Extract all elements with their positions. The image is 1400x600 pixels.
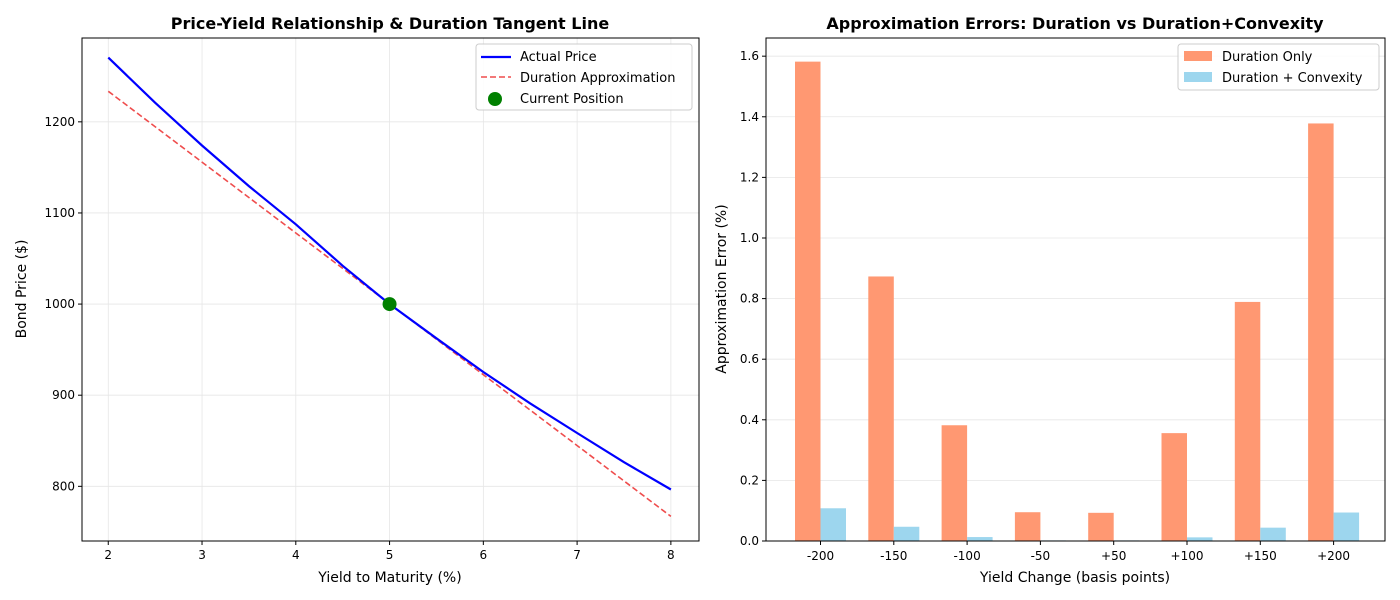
left-y-axis-label: Bond Price ($) [14, 240, 30, 339]
legend-label-actual-price: Actual Price [520, 50, 597, 65]
right-legend: Duration Only Duration + Convexity [1177, 43, 1380, 91]
right-y-tick-label: 1.0 [740, 231, 759, 245]
right-axes-frame [765, 37, 1386, 542]
right-plot-area [766, 38, 1385, 541]
left-y-tick-label: 800 [52, 479, 75, 493]
legend-swatch-current-position [488, 92, 502, 106]
left-y-tick-label: 1200 [44, 115, 75, 129]
left-plot-area [82, 38, 699, 541]
bar-duration-convexity [893, 526, 920, 541]
right-x-tick-label: +150 [1244, 549, 1277, 563]
approximation-error-chart: 0.0 0.2 0.4 0.6 0.8 1.0 1.2 1.4 1.6 -200 -150 -100 -… [714, 14, 1386, 586]
legend-label-duration-convexity: Duration + Convexity [1222, 71, 1363, 86]
legend-swatch-duration-convexity [1184, 72, 1212, 82]
right-y-tick-label: 0.2 [740, 473, 759, 487]
left-x-axis-label: Yield to Maturity (%) [317, 570, 461, 586]
left-x-tick-label: 6 [480, 548, 488, 562]
right-y-tick-label: 1.4 [740, 110, 759, 124]
right-x-tick-label: -100 [953, 549, 980, 563]
left-axes-frame [81, 37, 700, 542]
right-y-tick-label: 1.6 [740, 49, 759, 63]
legend-swatch-duration-only [1184, 51, 1212, 61]
left-gridlines [82, 38, 699, 541]
left-y-tick-label: 1000 [44, 297, 75, 311]
left-x-tick-label: 3 [198, 548, 206, 562]
right-x-tick-label: -50 [1031, 549, 1051, 563]
right-legend-box [1177, 43, 1380, 91]
bar-duration-only [1014, 512, 1041, 541]
right-ticks: 0.0 0.2 0.4 0.6 0.8 1.0 1.2 1.4 1.6 -200 -150 -100 -… [740, 49, 1350, 563]
bar-duration-only [1088, 512, 1114, 541]
left-x-tick-label: 8 [667, 548, 675, 562]
right-y-tick-label: 0.8 [740, 292, 759, 306]
left-x-tick-label: 7 [573, 548, 581, 562]
left-legend: Actual Price Duration Approximation Curr… [475, 43, 693, 111]
right-x-tick-label: -200 [807, 549, 834, 563]
current-position-marker [382, 297, 397, 312]
bar-duration-convexity [1260, 527, 1286, 541]
right-y-axis-label: Approximation Error (%) [714, 204, 730, 373]
left-y-tick-label: 900 [52, 388, 75, 402]
bar-duration-only [1308, 123, 1334, 541]
legend-label-duration-only: Duration Only [1222, 50, 1313, 65]
bar-duration-convexity [967, 537, 993, 541]
bar-duration-only [868, 276, 894, 541]
left-y-tick-label: 1100 [44, 206, 75, 220]
left-x-tick-label: 5 [386, 548, 394, 562]
left-x-tick-label: 4 [292, 548, 300, 562]
left-x-tick-label: 2 [104, 548, 112, 562]
right-x-tick-label: +100 [1171, 549, 1204, 563]
price-yield-chart: 2 3 4 5 6 7 8 800 900 1000 1100 1200 Price-Yield Re… [14, 14, 700, 586]
right-x-axis-label: Yield Change (basis points) [979, 570, 1170, 586]
bar-duration-convexity [820, 508, 846, 541]
legend-label-duration-approximation: Duration Approximation [520, 71, 675, 86]
left-chart-title: Price-Yield Relationship & Duration Tang… [171, 14, 610, 33]
right-bars-layer [795, 61, 1360, 541]
legend-label-current-position: Current Position [520, 92, 624, 107]
right-chart-title: Approximation Errors: Duration vs Durati… [826, 14, 1324, 33]
bar-duration-convexity [1333, 512, 1360, 541]
right-y-tick-label: 0.0 [740, 534, 759, 548]
bar-duration-only [1161, 433, 1187, 541]
left-legend-box [475, 43, 693, 111]
right-y-tick-label: 0.6 [740, 352, 759, 366]
right-x-tick-label: +50 [1101, 549, 1126, 563]
bar-duration-convexity [1187, 537, 1213, 541]
bar-duration-only [1234, 301, 1261, 541]
left-series-layer [107, 56, 672, 518]
right-x-tick-label: -150 [880, 549, 907, 563]
right-y-tick-label: 1.2 [740, 170, 759, 184]
right-x-tick-label: +200 [1317, 549, 1350, 563]
right-y-tick-label: 0.4 [740, 413, 759, 427]
left-ticks: 2 3 4 5 6 7 8 800 900 1000 1100 1200 [44, 115, 674, 562]
bar-duration-only [795, 61, 821, 541]
bar-duration-only [941, 425, 968, 541]
